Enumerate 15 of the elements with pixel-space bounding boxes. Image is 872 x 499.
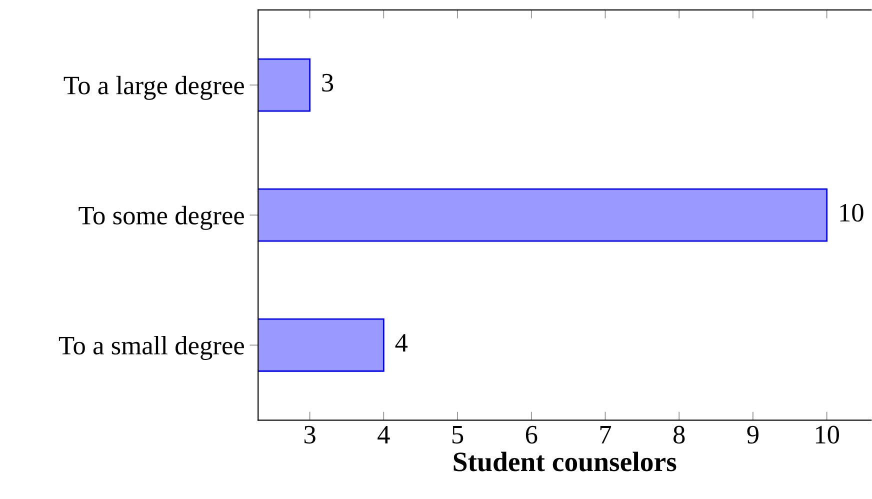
x-tick-label: 4 <box>378 426 390 444</box>
x-axis-title: Student counselors <box>454 452 676 472</box>
y-tick-label: To some degree <box>78 206 244 230</box>
data-label: 4 <box>395 334 408 352</box>
x-tick-label: 6 <box>526 426 538 444</box>
data-label: 3 <box>322 74 334 92</box>
data-label: 10 <box>840 204 864 222</box>
x-tick-label: 7 <box>600 426 612 444</box>
y-tick-label: To a small degree <box>58 336 244 360</box>
x-tick-label: 5 <box>452 426 464 444</box>
x-tick-label: 10 <box>816 426 839 444</box>
x-tick-label: 8 <box>674 426 685 444</box>
y-tick-label: To a large degree <box>64 76 244 100</box>
x-tick-label: 3 <box>304 426 316 444</box>
x-tick-label: 9 <box>747 426 758 444</box>
